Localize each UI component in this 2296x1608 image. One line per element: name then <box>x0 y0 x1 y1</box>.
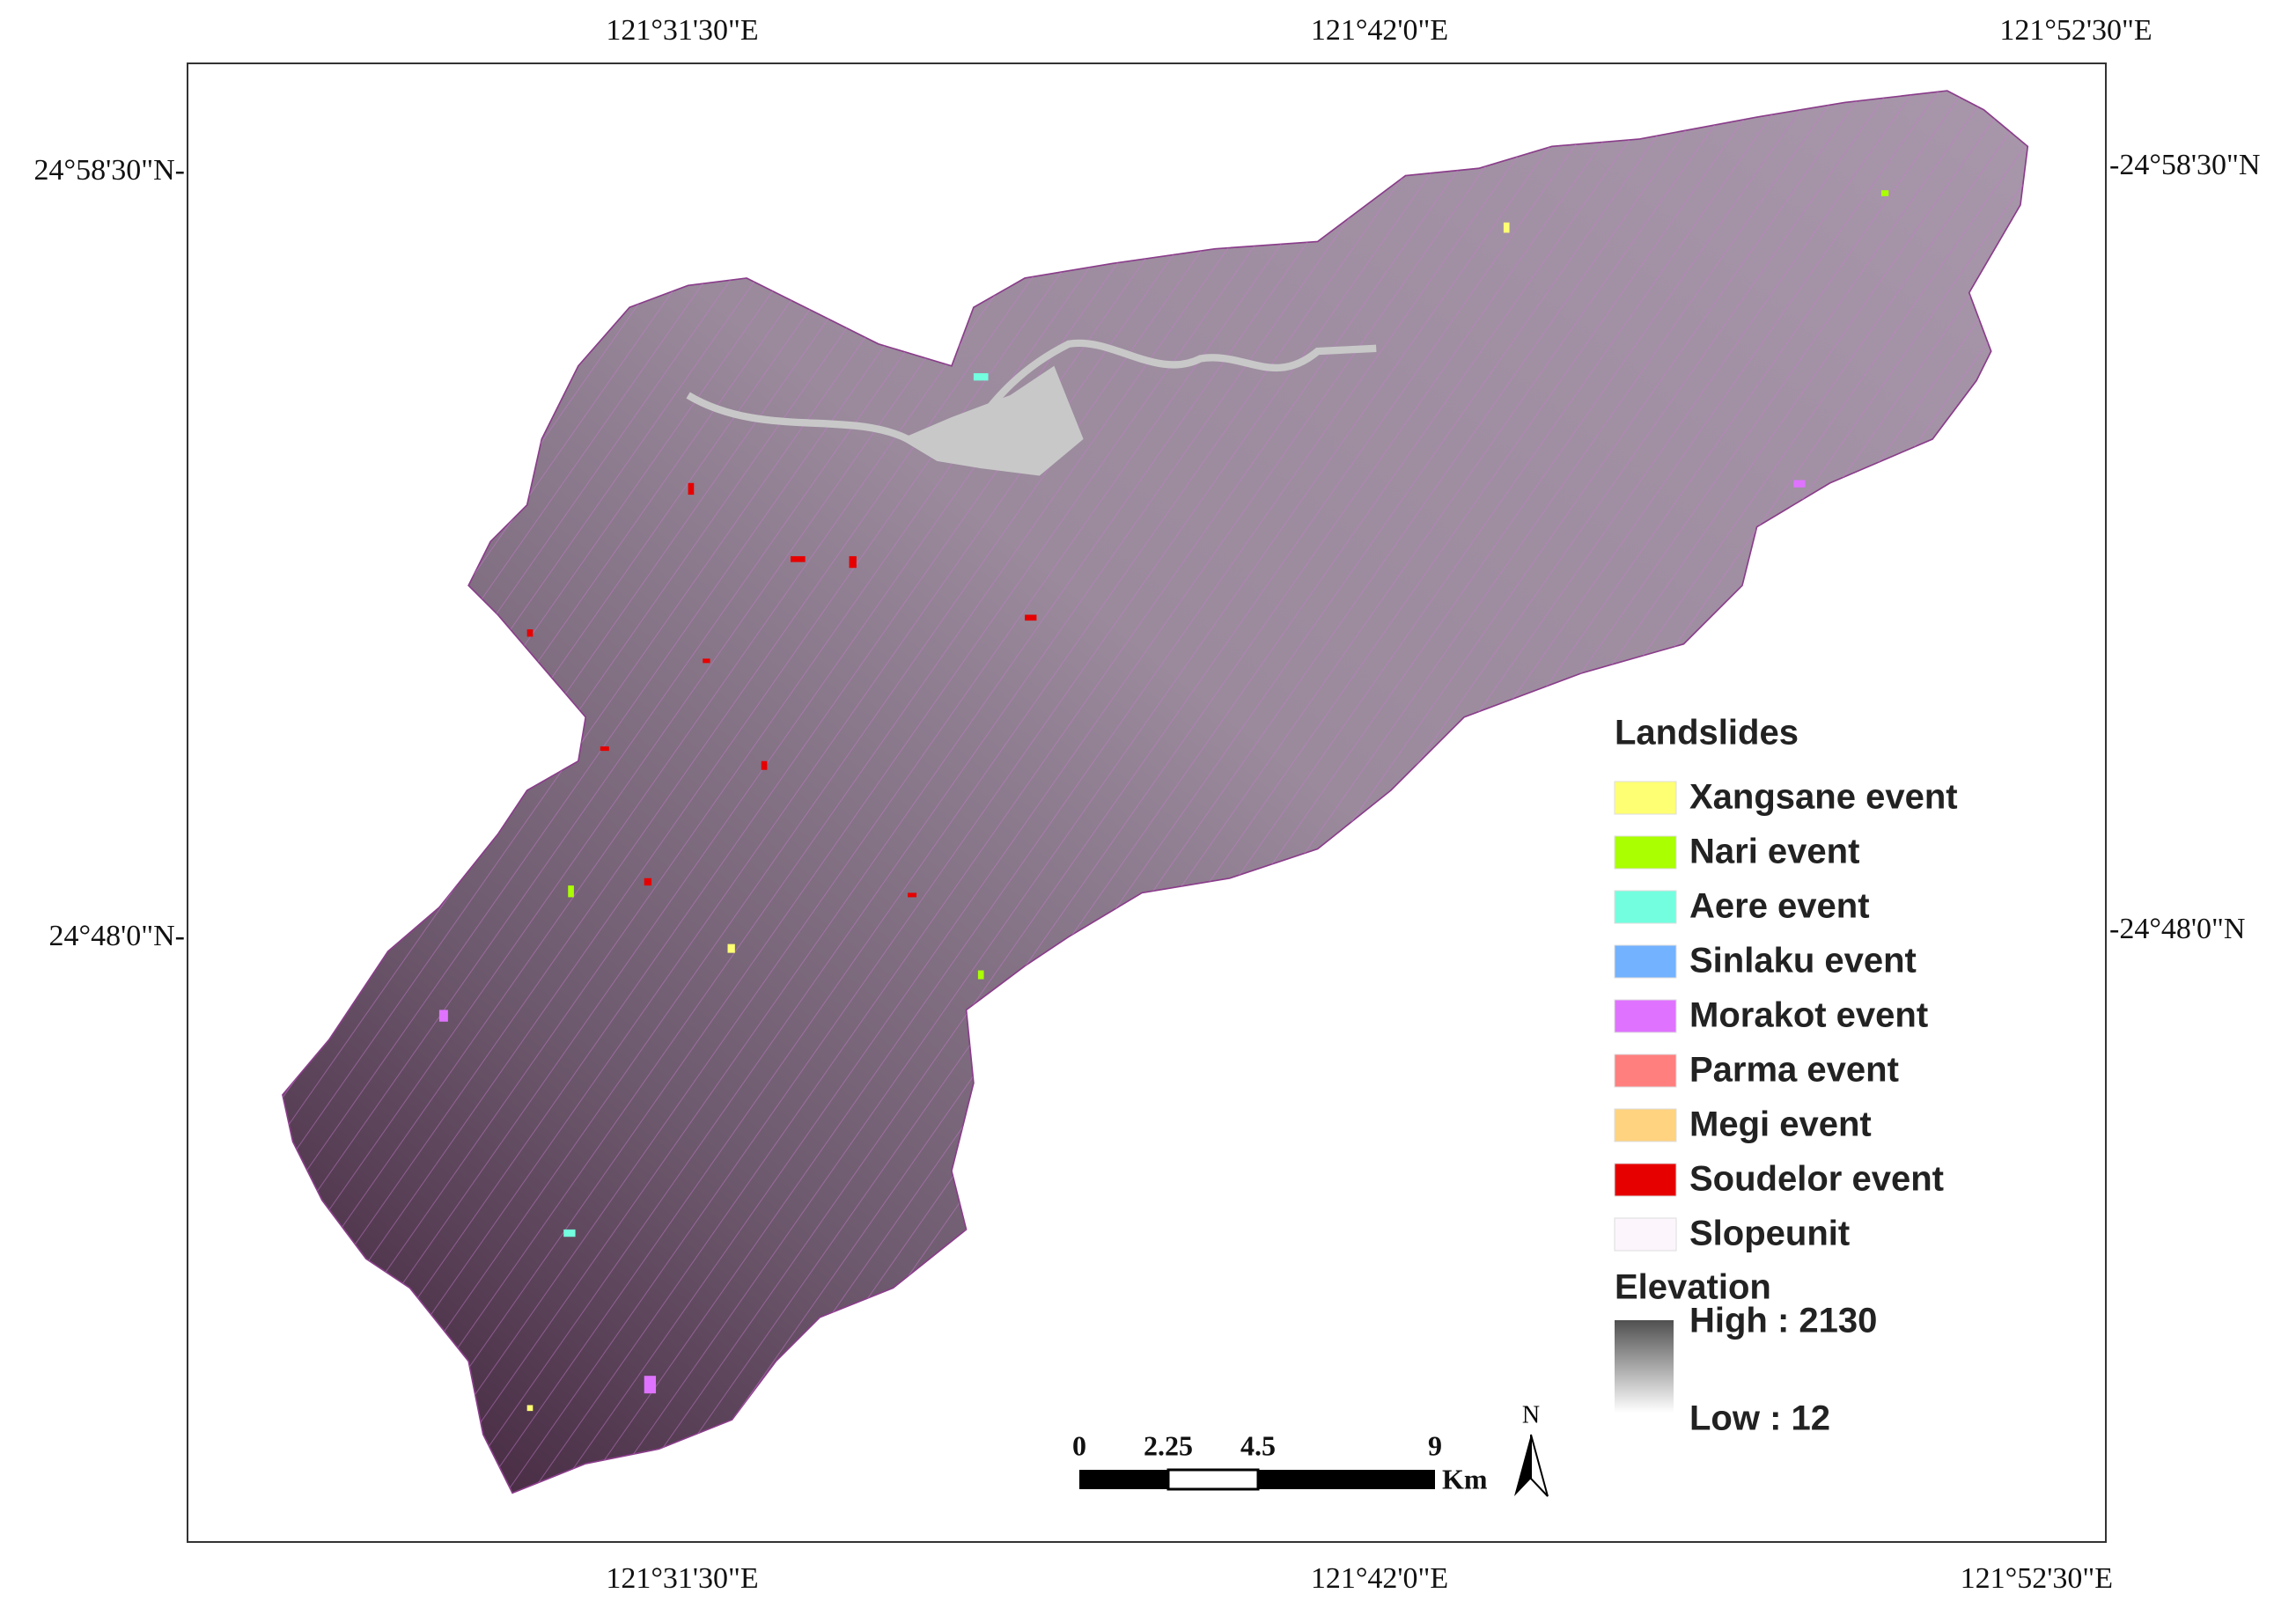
right-coordinate: -24°48'0"N <box>2109 913 2245 945</box>
watershed <box>282 90 2029 1494</box>
bottom-coordinate: 121°42'0"E <box>1311 1562 1448 1595</box>
legend-label: Aere event <box>1689 887 1870 926</box>
scale-unit: Km <box>1442 1463 1488 1494</box>
scale-label: 4.5 <box>1240 1429 1276 1461</box>
legend-swatch <box>1614 781 1677 815</box>
legend-label: Morakot event <box>1689 996 1928 1035</box>
left-coordinate: 24°48'0"N- <box>49 920 185 952</box>
legend-swatch <box>1614 1217 1677 1252</box>
legend-swatch <box>1614 835 1677 870</box>
legend-swatch <box>1614 1108 1677 1142</box>
legend-swatch <box>1614 999 1677 1033</box>
scale-bar: 0 2.25 4.5 9 Km <box>1072 1429 1488 1494</box>
legend-label: Soudelor event <box>1689 1160 1944 1199</box>
legend: Landslides Elevation High : 2130 Low : 1… <box>1614 714 1958 1438</box>
bottom-coordinate: 121°52'30"E <box>1961 1562 2113 1595</box>
top-coordinate: 121°52'30"E <box>1999 14 2152 47</box>
frame-labels: 121°31'30"E 121°42'0"E 121°52'30"E 121°3… <box>34 14 2261 1595</box>
north-label: N <box>1522 1401 1540 1428</box>
legend-label: Xangsane event <box>1689 778 1958 817</box>
bottom-coordinate: 121°31'30"E <box>606 1562 758 1595</box>
scale-segment <box>1079 1470 1168 1489</box>
legend-swatch <box>1614 944 1677 979</box>
legend-swatch <box>1614 890 1677 924</box>
legend-swatch <box>1614 1054 1677 1088</box>
right-coordinate: -24°58'30"N <box>2109 149 2260 181</box>
north-arrow: N <box>1514 1401 1549 1497</box>
legend-label: Nari event <box>1689 833 1859 871</box>
legend-swatch <box>1614 1163 1677 1197</box>
left-coordinate: 24°58'30"N- <box>34 154 185 187</box>
elevation-low: Low : 12 <box>1689 1399 1830 1438</box>
legend-label: Megi event <box>1689 1105 1872 1144</box>
top-coordinate: 121°31'30"E <box>606 14 758 47</box>
legend-title: Landslides <box>1615 714 1799 753</box>
elevation-title: Elevation <box>1615 1268 1771 1307</box>
legend-label: Sinlaku event <box>1689 942 1917 980</box>
scale-segment <box>1166 1468 1260 1491</box>
scale-label: 0 <box>1072 1429 1086 1461</box>
elevation-ramp <box>1615 1320 1674 1413</box>
scale-label: 2.25 <box>1144 1429 1193 1461</box>
elevation-high: High : 2130 <box>1689 1302 1877 1340</box>
legend-label: Slopeunit <box>1689 1215 1850 1253</box>
scale-segment <box>1258 1470 1435 1489</box>
legend-label: Parma event <box>1689 1051 1899 1090</box>
scale-label: 9 <box>1428 1429 1442 1461</box>
top-coordinate: 121°42'0"E <box>1311 14 1448 47</box>
